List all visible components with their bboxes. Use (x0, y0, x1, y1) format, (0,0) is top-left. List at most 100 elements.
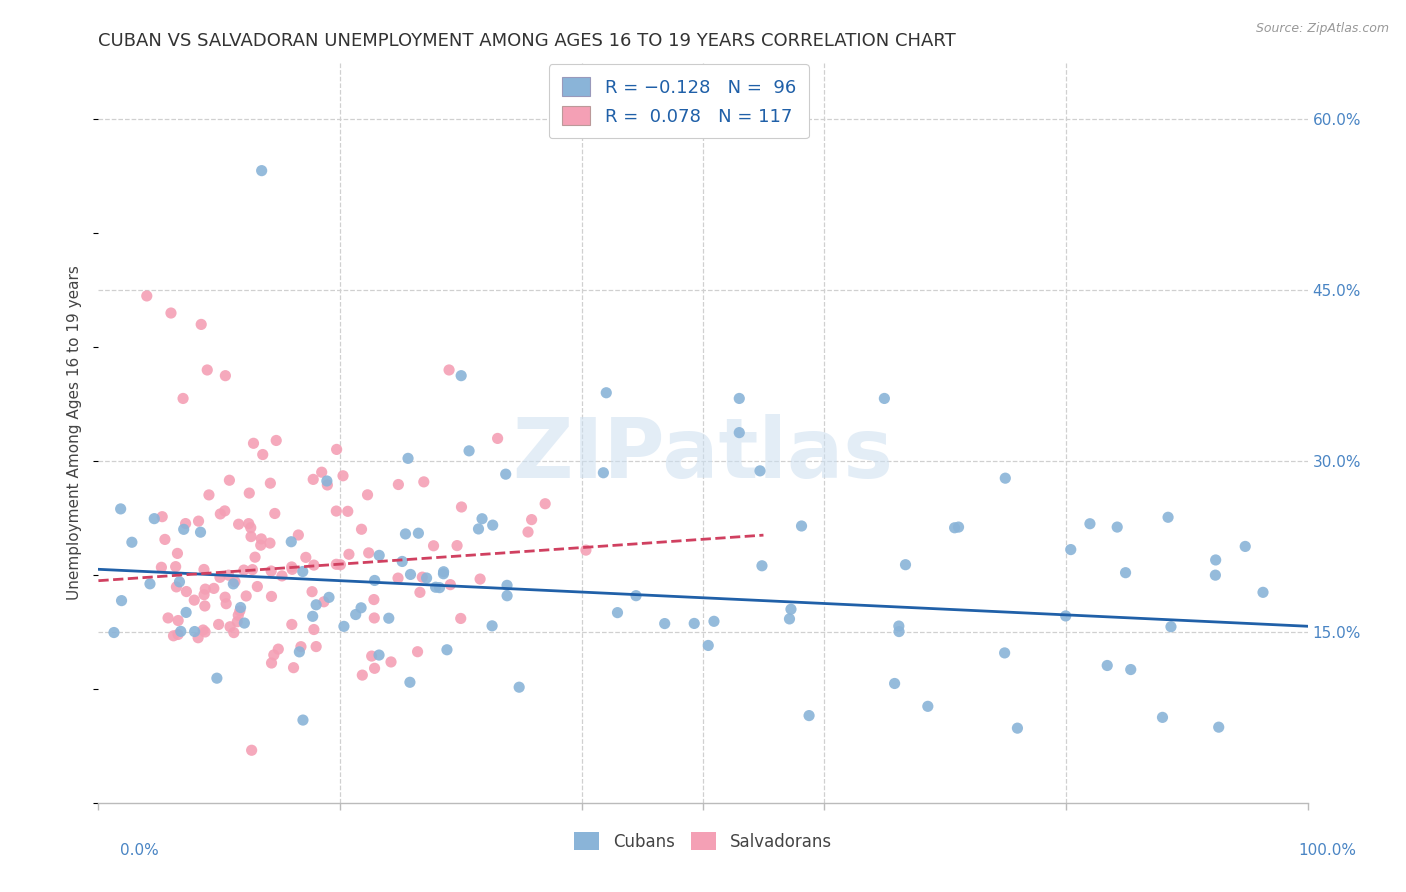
Point (1208, 720, 1230, 734)
Point (242, 436, 264, 450)
Point (209, 507, 232, 521)
Point (883, 676, 905, 690)
Point (259, 476, 281, 491)
Point (135, 289, 157, 303)
Point (214, 504, 236, 518)
Point (235, 589, 257, 603)
Text: CUBAN VS SALVADORAN UNEMPLOYMENT AMONG AGES 16 TO 19 YEARS CORRELATION CHART: CUBAN VS SALVADORAN UNEMPLOYMENT AMONG A… (98, 32, 956, 50)
Point (486, 432, 509, 446)
Point (165, 559, 187, 574)
Point (176, 584, 198, 599)
Point (429, 581, 451, 595)
Point (208, 570, 231, 584)
Point (360, 649, 382, 664)
Point (450, 611, 472, 625)
Point (263, 507, 285, 521)
Point (302, 472, 325, 486)
Point (183, 624, 205, 639)
Point (728, 425, 751, 440)
Point (325, 504, 347, 518)
Point (344, 607, 367, 622)
Point (943, 521, 966, 535)
Point (387, 477, 409, 491)
Point (318, 591, 340, 605)
Point (218, 473, 240, 487)
Point (169, 574, 191, 589)
Text: 100.0%: 100.0% (1299, 843, 1357, 858)
Point (534, 497, 557, 511)
Point (195, 363, 218, 377)
Point (411, 570, 433, 584)
Point (363, 611, 385, 625)
Point (193, 562, 215, 576)
Point (1204, 568, 1226, 582)
Point (214, 590, 236, 604)
Point (606, 606, 628, 620)
Point (190, 525, 212, 540)
Point (1060, 542, 1083, 557)
Point (260, 590, 283, 604)
Point (595, 385, 617, 400)
Point (246, 580, 269, 594)
Point (790, 519, 813, 533)
Point (167, 614, 190, 628)
Point (415, 571, 437, 585)
Point (240, 530, 263, 544)
Point (517, 524, 540, 539)
Point (363, 574, 385, 588)
Point (291, 565, 314, 579)
Point (873, 392, 896, 406)
Point (301, 609, 323, 624)
Point (229, 604, 252, 618)
Point (332, 468, 354, 483)
Point (394, 527, 416, 541)
Point (226, 615, 249, 629)
Point (481, 518, 503, 533)
Point (467, 522, 489, 536)
Point (139, 577, 162, 591)
Point (437, 363, 460, 377)
Point (948, 520, 970, 534)
Point (287, 528, 309, 542)
Point (350, 600, 373, 615)
Point (219, 620, 242, 634)
Point (167, 627, 190, 641)
Point (1054, 609, 1077, 624)
Point (233, 616, 256, 631)
Point (1205, 553, 1227, 567)
Point (240, 743, 263, 757)
Point (917, 699, 939, 714)
Point (368, 648, 391, 662)
Point (387, 571, 409, 585)
Point (311, 465, 333, 479)
Point (239, 521, 262, 535)
Point (218, 568, 240, 582)
Point (592, 466, 614, 480)
Point (302, 623, 325, 637)
Point (481, 619, 503, 633)
Point (363, 661, 385, 675)
Point (250, 163, 273, 178)
Point (260, 564, 283, 578)
Point (316, 478, 339, 492)
Point (153, 533, 176, 547)
Point (337, 547, 360, 561)
Point (412, 475, 434, 489)
Point (406, 645, 429, 659)
Point (194, 624, 217, 639)
Point (1119, 663, 1142, 677)
Point (450, 368, 472, 383)
Point (281, 617, 304, 632)
Point (290, 640, 312, 654)
Point (408, 526, 430, 541)
Point (207, 617, 229, 632)
Point (751, 558, 773, 573)
Point (391, 554, 413, 568)
Point (260, 656, 283, 670)
Point (697, 639, 720, 653)
Point (173, 522, 195, 536)
Point (267, 642, 290, 657)
Point (103, 625, 125, 640)
Point (994, 471, 1017, 485)
Point (436, 642, 458, 657)
